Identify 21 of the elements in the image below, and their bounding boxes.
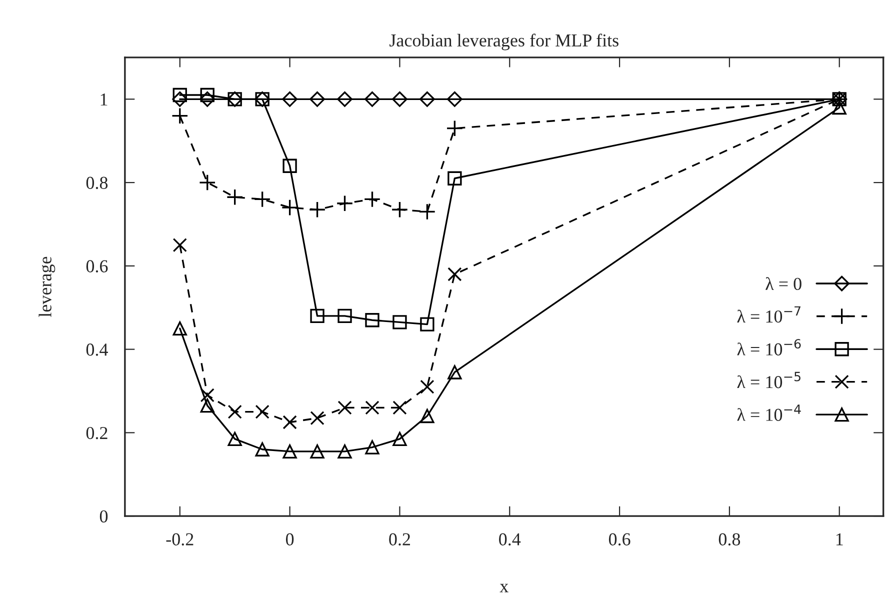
y-tick-label: 0 <box>100 510 108 523</box>
x-tick-label: 0.6 <box>608 533 630 546</box>
legend-label: λ = 10$^{−4}$ <box>737 404 801 421</box>
legend-label: λ = 10$^{−7}$ <box>737 306 800 323</box>
x-tick-label: 0.2 <box>389 533 410 546</box>
y-tick-label: 1 <box>100 94 108 106</box>
x-axis-title: x <box>500 584 508 592</box>
y-tick-label: 0.8 <box>86 176 108 190</box>
x-tick-label: 0 <box>286 533 294 546</box>
x-tick-label: 0.4 <box>499 533 521 546</box>
x-tick-label: 1 <box>836 533 843 546</box>
y-tick-label: 0.2 <box>86 426 108 440</box>
x-tick-label: 0.8 <box>718 533 740 546</box>
x-tick-label: -0.2 <box>166 533 194 546</box>
y-axis-title: leverage <box>38 256 56 317</box>
legend-label: λ = 10$^{−6}$ <box>737 339 801 356</box>
y-tick-label: 0.4 <box>86 344 108 356</box>
chart-title: Jacobian leverages for MLP fits <box>390 34 618 50</box>
legend-label: λ = 10$^{−5}$ <box>737 372 800 388</box>
legend-label: λ = 0 <box>766 277 802 290</box>
y-tick-label: 0.6 <box>86 260 108 272</box>
